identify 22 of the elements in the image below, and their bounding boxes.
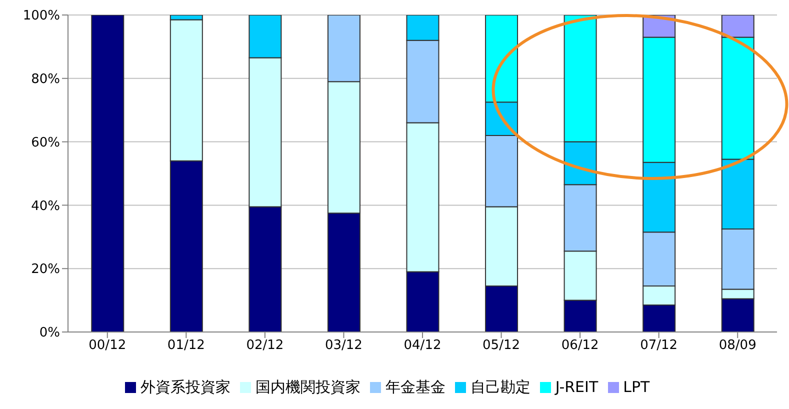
- legend-label: J-REIT: [555, 378, 598, 396]
- x-tick-label: 05/12: [482, 338, 520, 354]
- legend-label: 外資系投資家: [140, 378, 230, 396]
- legend-label: LPT: [623, 378, 650, 396]
- x-tick-label: 02/12: [246, 338, 284, 354]
- legend-label: 自己勘定: [470, 378, 530, 396]
- x-tick-label: 04/12: [404, 338, 442, 354]
- x-tick-label: 06/12: [561, 338, 599, 354]
- x-tick-label: 00/12: [88, 338, 126, 354]
- y-tick-label: 100%: [22, 8, 60, 24]
- x-tick-label: 01/12: [167, 338, 205, 354]
- y-tick-label: 60%: [31, 135, 60, 150]
- bar: [91, 15, 124, 332]
- x-tick-label: 08/09: [718, 338, 756, 354]
- y-tick-label: 20%: [31, 262, 60, 278]
- x-tick-label: 07/12: [640, 338, 678, 354]
- y-tick-label: 0%: [39, 326, 60, 341]
- y-tick-label: 80%: [31, 72, 60, 88]
- x-tick-label: 03/12: [324, 338, 362, 354]
- legend-label: 国内機関投資家: [255, 378, 360, 396]
- legend-label: 年金基金: [385, 378, 446, 396]
- y-tick-label: 40%: [31, 198, 60, 214]
